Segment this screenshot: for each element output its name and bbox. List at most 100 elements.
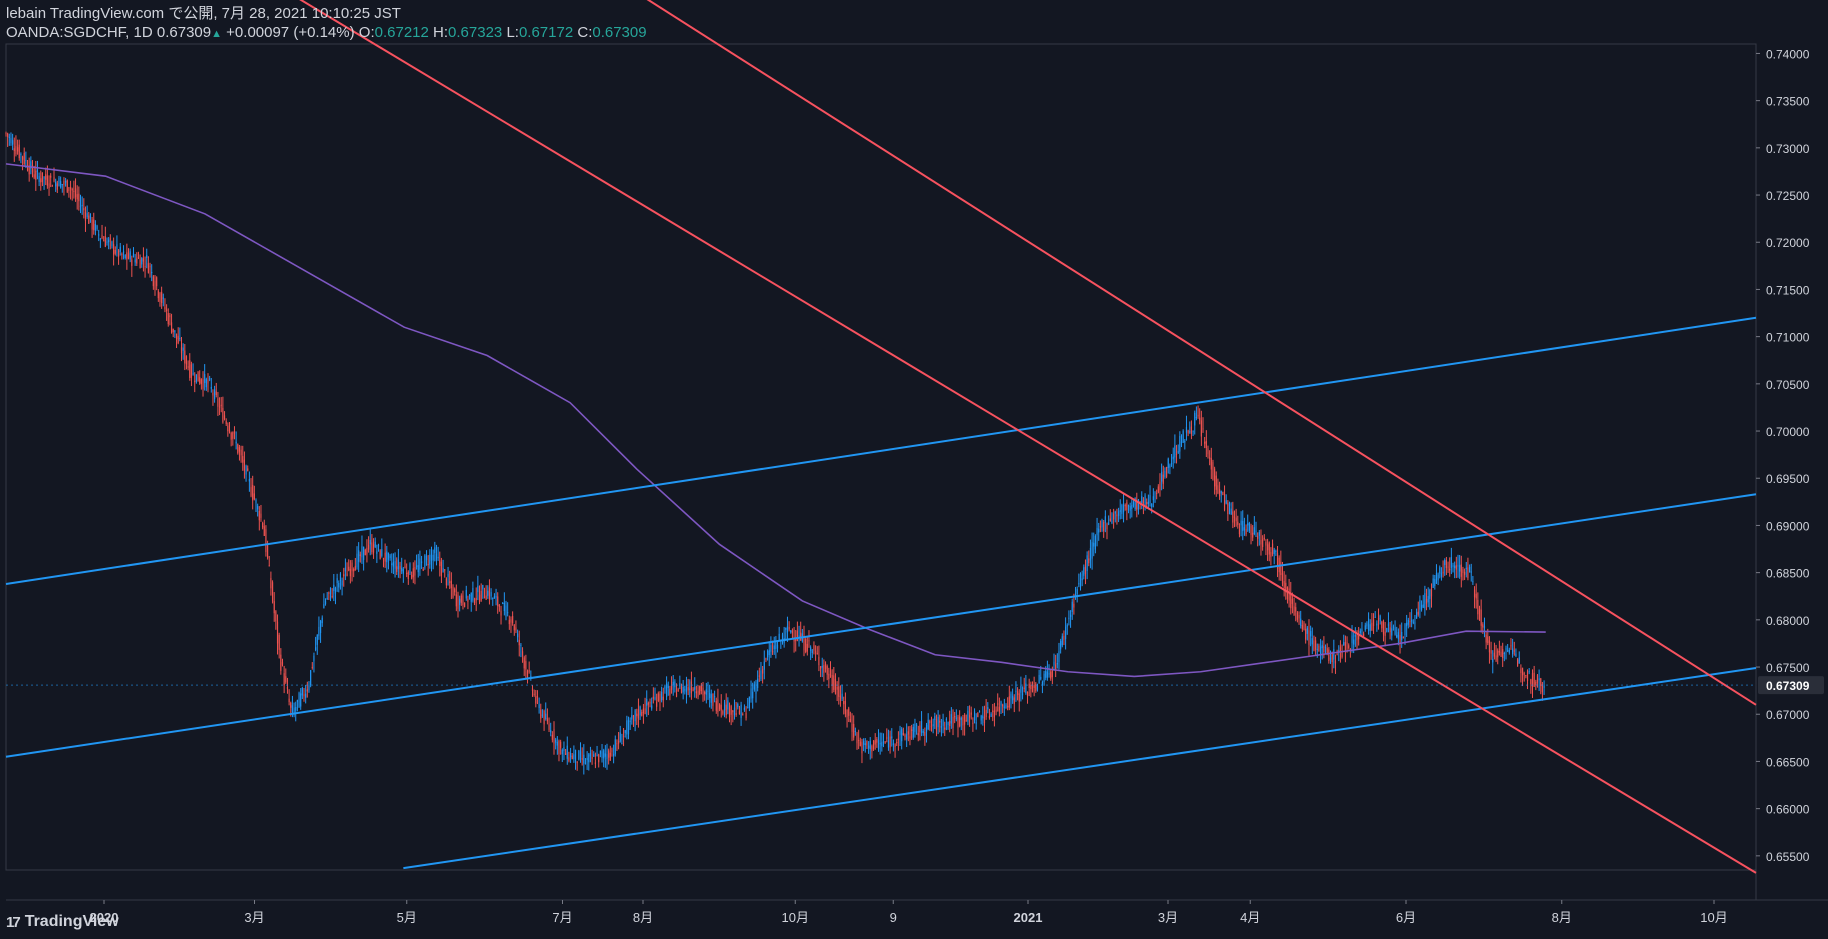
candle-body	[1280, 561, 1282, 576]
candle-body	[412, 568, 414, 578]
candle-body	[1106, 524, 1108, 530]
candle-body	[1109, 518, 1111, 522]
candle-body	[10, 138, 12, 144]
candle-body	[404, 566, 406, 568]
candle-body	[1407, 619, 1409, 625]
candle-body	[990, 713, 992, 717]
candle-body	[242, 456, 244, 463]
candle-body	[998, 706, 1000, 712]
candle-body	[1485, 634, 1487, 643]
candle-body	[546, 718, 548, 722]
candle-body	[735, 713, 737, 716]
candle-body	[43, 177, 45, 179]
candle-body	[662, 696, 664, 701]
candle-body	[1103, 522, 1105, 532]
candle-body	[321, 617, 323, 624]
candle-body	[1290, 592, 1292, 609]
y-tick-label: 0.68000	[1766, 614, 1810, 628]
candle-body	[1457, 564, 1459, 567]
candle-body	[778, 633, 780, 641]
candle-body	[1359, 630, 1361, 634]
candle-body	[636, 713, 638, 717]
candle-body	[257, 505, 259, 510]
candle-body	[1434, 579, 1436, 586]
candle-body	[791, 630, 794, 634]
candle-body	[1361, 628, 1363, 632]
candle-body	[510, 619, 512, 623]
candle-body	[1316, 648, 1318, 650]
candle-body	[1045, 670, 1047, 678]
candle-body	[1223, 494, 1226, 510]
candle-body	[480, 590, 482, 601]
candle-body	[164, 307, 166, 310]
candle-body	[1084, 566, 1087, 574]
candle-body	[220, 404, 222, 406]
candle-body	[826, 666, 828, 675]
y-tick-label: 0.69000	[1766, 519, 1810, 533]
candle-body	[1473, 589, 1476, 598]
candle-body	[1177, 451, 1179, 453]
candle-body	[278, 634, 280, 650]
candle-body	[1356, 634, 1358, 641]
candle-body	[475, 598, 477, 601]
candle-body	[402, 568, 404, 574]
candle-body	[91, 219, 93, 230]
candle-body	[1503, 653, 1505, 655]
open-value: 0.67212	[374, 24, 429, 41]
candle-body	[1351, 635, 1353, 644]
candle-body	[199, 377, 201, 384]
candle-body	[1051, 670, 1053, 678]
moving-average-line	[5, 163, 1546, 678]
candle-body	[1437, 574, 1439, 581]
candle-body	[659, 693, 661, 701]
candle-body	[1445, 560, 1447, 568]
candle-body	[1071, 601, 1073, 612]
candle-body	[427, 563, 429, 566]
candle-body	[666, 683, 668, 697]
candle-body	[1243, 527, 1245, 531]
candle-body	[535, 696, 537, 704]
candle-body	[1517, 659, 1519, 667]
candle-body	[1185, 427, 1188, 433]
candle-body	[1440, 572, 1443, 577]
candle-body	[1306, 627, 1308, 634]
candle-body	[336, 578, 338, 583]
candle-body	[194, 380, 196, 383]
candle-body	[280, 654, 282, 671]
symbol-name[interactable]: OANDA:SGDCHF, 1D	[6, 24, 153, 41]
candle-body	[149, 266, 151, 268]
candle-body	[195, 374, 197, 382]
candle-body	[1310, 631, 1312, 637]
candle-body	[1450, 557, 1452, 568]
candle-body	[207, 379, 209, 384]
candle-body	[574, 749, 577, 762]
close-value: 0.67309	[592, 24, 647, 41]
candle-body	[925, 724, 928, 732]
candle-body	[824, 663, 827, 669]
candle-body	[281, 662, 284, 665]
candle-body	[255, 499, 257, 503]
candle-body	[1374, 616, 1376, 618]
candle-body	[5, 132, 7, 134]
candle-body	[548, 724, 550, 730]
candle-body	[1252, 532, 1254, 538]
candle-body	[1490, 650, 1492, 654]
candle-body	[1343, 642, 1345, 646]
open-label: O:	[358, 24, 375, 41]
candle-body	[1315, 640, 1317, 650]
candle-body	[561, 749, 563, 755]
candle-body	[1460, 564, 1462, 577]
candle-body	[710, 694, 712, 703]
candle-body	[896, 742, 898, 744]
candle-body	[1147, 501, 1149, 505]
candle-body	[1026, 691, 1029, 697]
candle-body	[1134, 498, 1136, 509]
candle-body	[821, 666, 823, 668]
candle-body	[811, 650, 813, 654]
candle-body	[1159, 481, 1161, 491]
candle-body	[1285, 582, 1287, 593]
candle-body	[311, 667, 313, 669]
candle-body	[374, 541, 376, 548]
candle-body	[1313, 640, 1315, 651]
